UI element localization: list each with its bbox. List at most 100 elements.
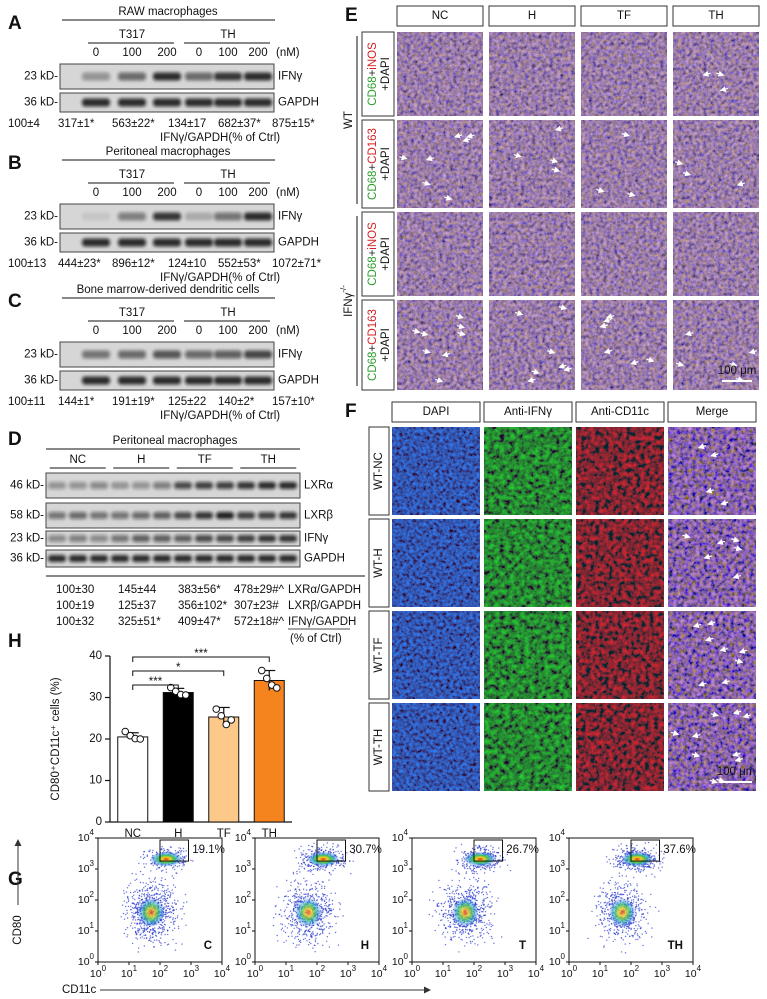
event-dot (661, 866, 663, 868)
event-dot (318, 866, 321, 868)
event-dot (306, 935, 308, 937)
event-dot (181, 850, 183, 852)
event-dot (123, 890, 125, 892)
event-dot (610, 923, 613, 925)
quant-label: LXRα/GAPDH (288, 584, 361, 596)
event-dot (612, 858, 614, 860)
event-dot (466, 942, 468, 944)
event-dot (497, 852, 500, 854)
event-dot (308, 938, 310, 941)
event-dot (317, 866, 319, 868)
event-dot (434, 909, 436, 912)
event-dot (134, 916, 136, 918)
event-dot (155, 935, 158, 937)
event-dot (131, 916, 133, 918)
micrograph (484, 611, 572, 699)
arrow (691, 732, 701, 739)
event-dot (150, 870, 152, 872)
event-dot (487, 849, 490, 851)
event-dot (295, 857, 297, 859)
event-dot (480, 934, 482, 936)
event-dot (144, 934, 147, 936)
event-dot (284, 909, 286, 911)
event-dot (156, 939, 158, 941)
event-dot (333, 852, 335, 854)
event-dot (466, 867, 469, 870)
event-dot (655, 852, 657, 854)
band (195, 482, 213, 489)
event-dot (299, 928, 301, 930)
event-dot (616, 931, 618, 933)
x-tick-label: 102 (466, 964, 483, 980)
event-dot (595, 907, 598, 909)
data-point (262, 674, 271, 683)
band (153, 72, 181, 81)
event-dot (328, 927, 330, 929)
event-dot (292, 873, 295, 875)
tick-exp: 2 (164, 964, 169, 973)
event-dot (458, 897, 460, 900)
stain-label: CD68+CD163 (367, 128, 379, 200)
event-dot (167, 902, 170, 905)
event-dot (133, 891, 135, 894)
blot (45, 549, 301, 568)
event-dot (471, 931, 473, 933)
event-dot (633, 849, 635, 851)
event-dot (454, 931, 456, 933)
event-dot (147, 896, 149, 898)
event-dot (616, 849, 618, 851)
stain-label-box (361, 119, 395, 209)
event-dot (162, 930, 164, 933)
density-core (608, 897, 636, 928)
event-dot (173, 868, 176, 871)
event-dot (604, 908, 606, 910)
event-dot (154, 929, 156, 932)
event-dot (160, 870, 163, 872)
event-dot (300, 896, 302, 898)
data-point (272, 684, 281, 692)
event-dot (186, 901, 188, 903)
event-dot (318, 848, 320, 851)
y-tick-label: 103 (78, 859, 95, 875)
tick-exp: 0 (416, 964, 421, 973)
event-dot (165, 911, 167, 914)
event-dot (461, 860, 463, 862)
event-dot (132, 919, 134, 921)
event-dot (479, 849, 481, 852)
column-header: Merge (696, 406, 729, 418)
event-dot (653, 847, 655, 849)
event-dot (157, 888, 159, 890)
x-tick-label: 100 (90, 964, 107, 980)
event-dot (325, 849, 327, 852)
event-dot (334, 892, 336, 894)
event-dot (319, 848, 321, 850)
bar (117, 736, 149, 823)
arrow (513, 152, 522, 159)
panel-letter: C (8, 291, 22, 312)
gate-percent: 30.7% (349, 844, 382, 856)
event-dot (607, 902, 609, 904)
event-dot (477, 866, 480, 868)
event-dot (444, 901, 446, 903)
event-dot (294, 895, 296, 897)
event-dot (135, 933, 137, 936)
event-dot (595, 924, 597, 927)
event-dot (328, 871, 331, 874)
event-dot (491, 902, 493, 904)
event-dot (143, 930, 146, 932)
event-dot (131, 907, 134, 909)
tick-base: 10 (78, 894, 90, 906)
tick-exp: 4 (90, 828, 95, 837)
event-dot (612, 896, 614, 899)
event-dot (449, 892, 451, 895)
event-dot (302, 860, 304, 862)
band (216, 482, 234, 489)
event-dot (604, 901, 607, 904)
band (195, 555, 213, 562)
event-dot (640, 870, 642, 872)
event-dot (634, 931, 636, 934)
event-dot (135, 932, 137, 934)
event-dot (143, 934, 145, 937)
event-dot (299, 865, 301, 867)
event-dot (339, 903, 342, 905)
